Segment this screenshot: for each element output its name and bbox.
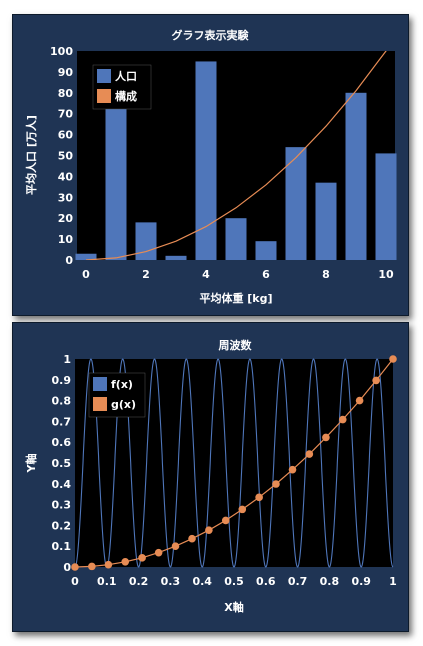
legend-swatch-population xyxy=(97,69,111,83)
bar xyxy=(285,147,307,260)
y-tick-label: 50 xyxy=(58,150,74,163)
g-series-point xyxy=(389,355,397,363)
g-series-point xyxy=(104,560,113,569)
g-series-point xyxy=(372,376,380,385)
x-axis-label: 平均体重 [kg] xyxy=(199,291,272,305)
g-series-point xyxy=(188,534,196,543)
y-axis-label: 平均人口 [万人] xyxy=(24,115,38,195)
x-tick-label: 0.7 xyxy=(288,575,308,588)
x-tick-label: 0.9 xyxy=(351,575,371,588)
bar xyxy=(135,222,157,260)
y-tick-label: 10 xyxy=(58,233,74,246)
x-tick-label: 6 xyxy=(262,268,270,281)
x-tick-label: 0 xyxy=(71,575,79,588)
g-series-point xyxy=(71,563,79,571)
g-series-point xyxy=(121,558,130,566)
x-tick-label: 2 xyxy=(142,268,150,281)
x-tick-label: 1 xyxy=(389,575,397,588)
y-tick-label: 0.4 xyxy=(52,478,72,491)
legend-label-composition: 構成 xyxy=(115,89,137,103)
g-series-point xyxy=(88,562,96,571)
y-tick-label: 40 xyxy=(58,170,74,183)
legend: f(x) g(x) xyxy=(88,372,146,418)
y-tick-label: 60 xyxy=(58,129,74,142)
bar xyxy=(255,241,277,260)
y-tick-label: 1 xyxy=(63,353,71,366)
bar xyxy=(165,255,187,260)
bar xyxy=(105,107,127,261)
bar xyxy=(315,182,337,260)
g-series-point xyxy=(322,433,330,442)
y-tick-label: 0.3 xyxy=(52,499,72,512)
x-tick-label: 0 xyxy=(82,268,90,281)
chart-title: 周波数 xyxy=(219,338,253,352)
y-tick-label: 100 xyxy=(50,45,73,58)
y-tick-label: 30 xyxy=(58,191,74,204)
y-tick-label: 0.2 xyxy=(52,519,72,532)
g-series-point xyxy=(154,548,163,557)
composition-line xyxy=(85,51,387,260)
x-tick-label: 0.3 xyxy=(161,575,181,588)
y-tick-label: 0.8 xyxy=(52,395,72,408)
legend-swatch-f xyxy=(93,377,107,391)
bar xyxy=(195,61,217,261)
y-tick-label: 0 xyxy=(65,254,73,267)
legend: 人口 構成 xyxy=(92,64,152,110)
frequency-chart-svg: 周波数 0 0.1 0.2 0.3 0.4 0.5 0.6 0.7 0.8 0.9 1 0 0.1 0.… xyxy=(24,338,397,614)
y-tick-label: 0.5 xyxy=(52,457,72,470)
g-series-point xyxy=(288,465,297,474)
x-tick-label: 4 xyxy=(202,268,210,281)
y-tick-label: 0.6 xyxy=(52,436,72,449)
x-tick-label: 8 xyxy=(322,268,330,281)
y-tick-label: 0.1 xyxy=(52,540,72,553)
bar xyxy=(375,153,397,260)
y-axis-label: Y軸 xyxy=(24,454,38,474)
g-series-point xyxy=(255,493,263,502)
y-tick-label: 90 xyxy=(58,66,74,79)
legend-label-f: f(x) xyxy=(111,378,133,391)
g-series-point xyxy=(305,450,314,458)
bar-chart-panel: グラフ表示実験 0 2 4 6 8 10 0 10 20 30 40 50 60 70 80 90 100 平… xyxy=(12,14,409,316)
x-tick-label: 0.1 xyxy=(97,575,117,588)
bar xyxy=(225,218,247,260)
x-tick-label: 0.4 xyxy=(192,575,212,588)
legend-label-population: 人口 xyxy=(115,69,137,83)
legend-swatch-g xyxy=(93,397,107,411)
x-tick-label: 0.8 xyxy=(320,575,340,588)
x-tick-label: 0.5 xyxy=(224,575,244,588)
y-tick-label: 0.9 xyxy=(52,374,72,387)
bar-chart-svg: グラフ表示実験 0 2 4 6 8 10 0 10 20 30 40 50 60 70 80 90 100 平… xyxy=(24,28,397,305)
legend-label-g: g(x) xyxy=(111,398,136,411)
g-series-point xyxy=(205,526,213,534)
bar xyxy=(345,92,367,260)
bar xyxy=(75,253,97,260)
g-series-point xyxy=(221,516,230,525)
y-tick-label: 0 xyxy=(63,561,71,574)
legend-swatch-composition xyxy=(97,89,111,103)
g-series-point xyxy=(238,505,247,514)
frequency-chart-panel: 周波数 0 0.1 0.2 0.3 0.4 0.5 0.6 0.7 0.8 0.9 1 0 0.1 0.… xyxy=(12,322,409,632)
y-tick-label: 70 xyxy=(58,108,74,121)
x-tick-label: 0.2 xyxy=(129,575,149,588)
y-tick-label: 0.7 xyxy=(52,415,72,428)
x-tick-label: 10 xyxy=(378,268,394,281)
y-tick-label: 20 xyxy=(58,212,74,225)
y-tick-label: 80 xyxy=(58,87,74,100)
g-series-point xyxy=(171,542,180,550)
g-series-point xyxy=(138,554,146,562)
g-series-point xyxy=(272,480,280,488)
x-tick-label: 0.6 xyxy=(256,575,276,588)
chart-title: グラフ表示実験 xyxy=(172,28,250,42)
x-axis-label: X軸 xyxy=(224,600,243,614)
g-series-point xyxy=(338,415,347,424)
g-series-point xyxy=(355,396,364,405)
